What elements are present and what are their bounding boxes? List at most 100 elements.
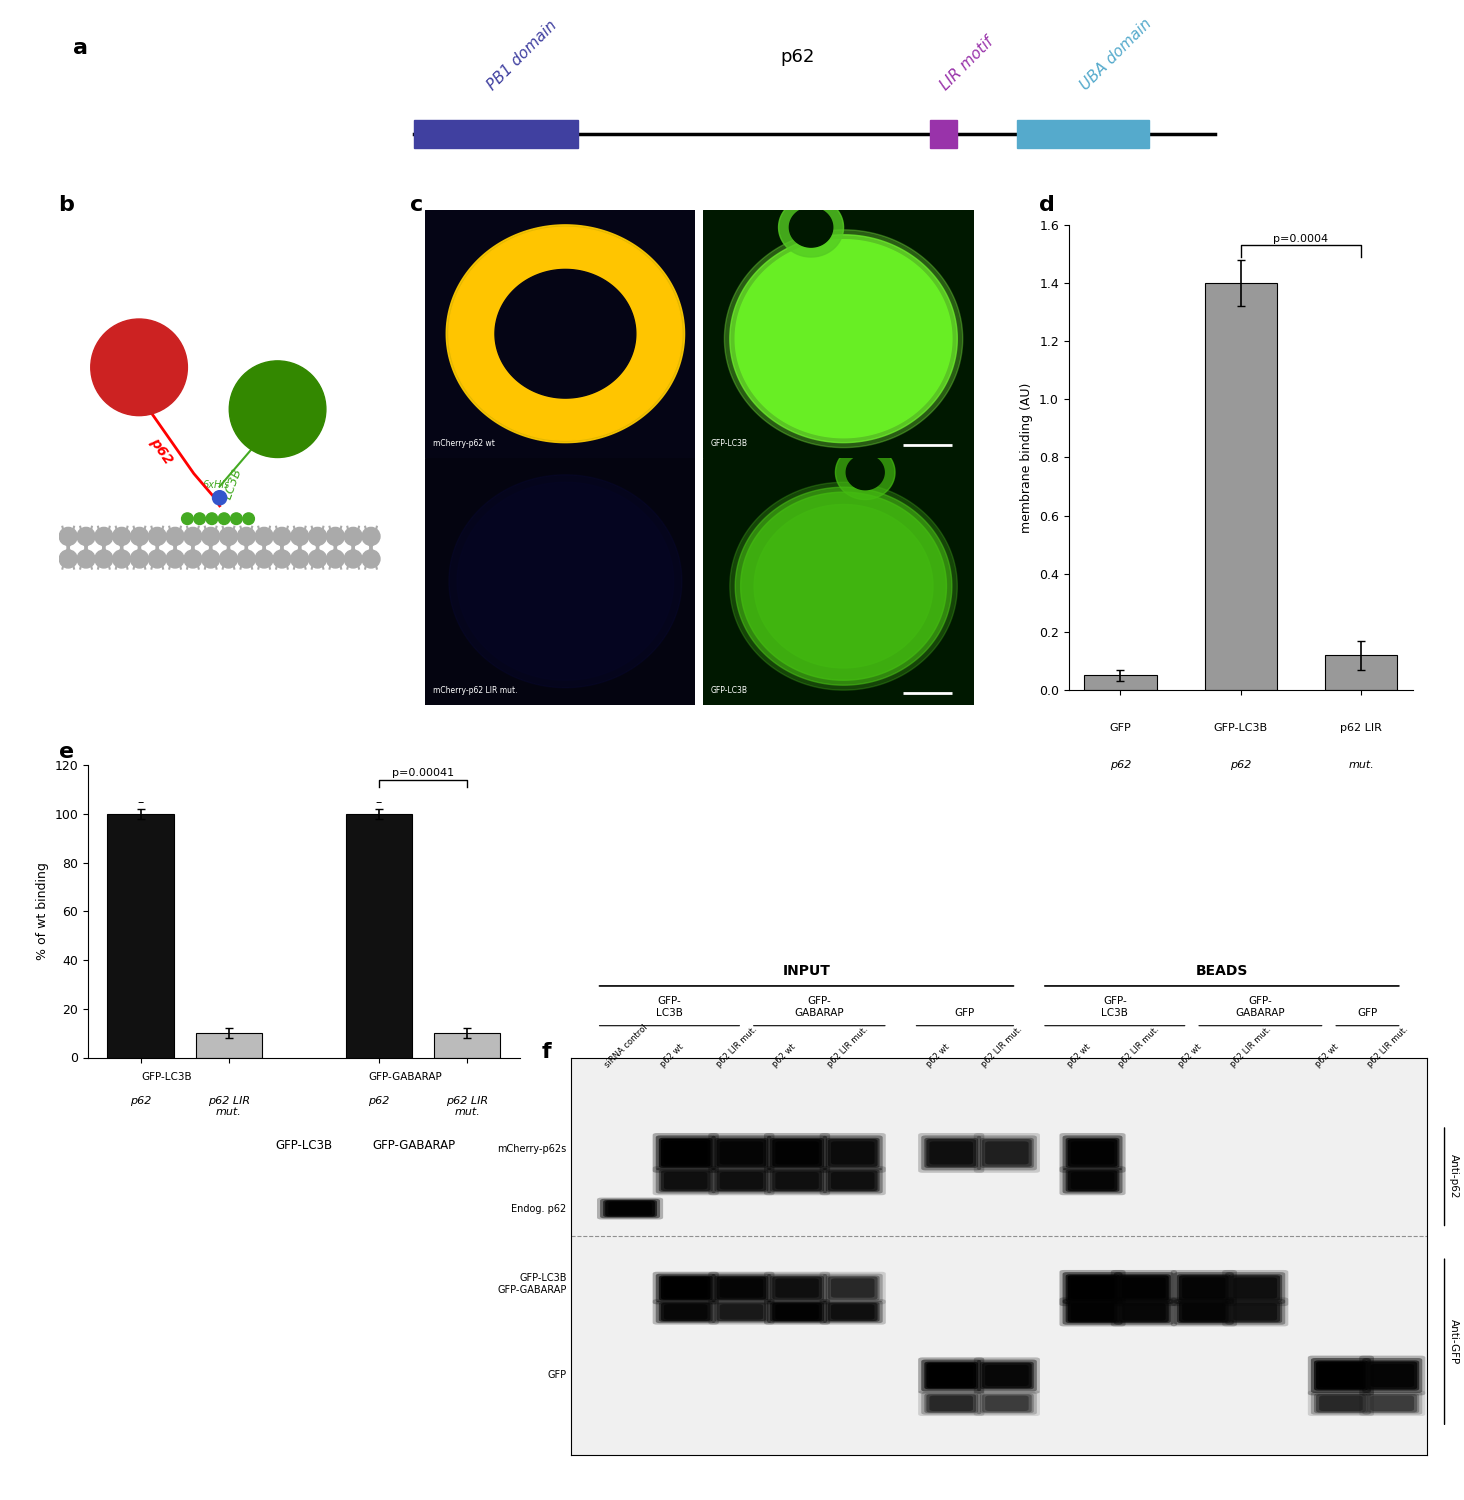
FancyBboxPatch shape — [1066, 1138, 1120, 1168]
FancyBboxPatch shape — [826, 1302, 880, 1322]
Text: p62 LIR mut.: p62 LIR mut. — [714, 1024, 758, 1069]
Circle shape — [255, 528, 274, 546]
Circle shape — [344, 528, 362, 546]
Text: p62 LIR: p62 LIR — [1340, 723, 1382, 732]
Text: mCherry-p62 LIR mut.: mCherry-p62 LIR mut. — [433, 686, 517, 694]
FancyBboxPatch shape — [1117, 1300, 1171, 1323]
FancyBboxPatch shape — [656, 1300, 716, 1323]
Circle shape — [193, 513, 205, 525]
Text: p62 wt: p62 wt — [770, 1042, 796, 1070]
Circle shape — [220, 550, 237, 568]
FancyBboxPatch shape — [1363, 1358, 1422, 1394]
FancyBboxPatch shape — [764, 1272, 830, 1305]
Circle shape — [130, 550, 148, 568]
FancyBboxPatch shape — [660, 1170, 710, 1191]
FancyBboxPatch shape — [974, 1358, 1039, 1394]
FancyBboxPatch shape — [709, 1166, 774, 1196]
FancyBboxPatch shape — [1111, 1270, 1177, 1306]
Bar — [1325, 656, 1397, 690]
FancyBboxPatch shape — [976, 1359, 1037, 1392]
FancyBboxPatch shape — [921, 1392, 981, 1414]
Text: p62 wt: p62 wt — [1315, 1042, 1341, 1070]
Circle shape — [130, 528, 148, 546]
Text: p62: p62 — [1110, 759, 1132, 770]
Text: b: b — [59, 195, 75, 214]
FancyBboxPatch shape — [979, 1362, 1034, 1389]
Text: GFP-GABARAP: GFP-GABARAP — [369, 1072, 442, 1082]
Text: p62 wt: p62 wt — [924, 1042, 952, 1070]
Polygon shape — [763, 264, 925, 413]
FancyBboxPatch shape — [979, 1394, 1034, 1413]
FancyBboxPatch shape — [927, 1138, 976, 1167]
Circle shape — [230, 513, 242, 525]
Text: p=0.0004: p=0.0004 — [1274, 234, 1328, 244]
Text: INPUT: INPUT — [783, 964, 830, 978]
Circle shape — [237, 528, 255, 546]
FancyBboxPatch shape — [659, 1170, 713, 1192]
FancyBboxPatch shape — [1319, 1395, 1363, 1411]
FancyBboxPatch shape — [832, 1304, 874, 1320]
FancyBboxPatch shape — [1060, 1132, 1126, 1173]
FancyBboxPatch shape — [1067, 1138, 1117, 1167]
FancyBboxPatch shape — [982, 1364, 1032, 1388]
FancyBboxPatch shape — [832, 1278, 874, 1298]
FancyBboxPatch shape — [1228, 1300, 1282, 1323]
Circle shape — [362, 528, 381, 546]
Polygon shape — [754, 504, 933, 668]
FancyBboxPatch shape — [1310, 1358, 1370, 1394]
FancyBboxPatch shape — [1222, 1270, 1288, 1306]
Text: PB1 domain: PB1 domain — [485, 18, 561, 93]
Polygon shape — [735, 488, 952, 686]
FancyBboxPatch shape — [1222, 1298, 1288, 1326]
Circle shape — [184, 550, 202, 568]
FancyBboxPatch shape — [1230, 1302, 1280, 1322]
FancyBboxPatch shape — [776, 1304, 818, 1320]
FancyBboxPatch shape — [918, 1358, 984, 1394]
Circle shape — [212, 490, 227, 506]
Circle shape — [237, 550, 255, 568]
Circle shape — [326, 550, 344, 568]
FancyBboxPatch shape — [974, 1390, 1039, 1416]
Bar — [196, 1034, 262, 1058]
FancyBboxPatch shape — [1070, 1172, 1114, 1190]
FancyBboxPatch shape — [767, 1136, 827, 1170]
FancyBboxPatch shape — [720, 1278, 763, 1298]
Text: GFP-LC3B
GFP-GABARAP: GFP-LC3B GFP-GABARAP — [498, 1274, 567, 1294]
FancyBboxPatch shape — [609, 1202, 651, 1215]
FancyBboxPatch shape — [716, 1138, 766, 1167]
Text: p62 wt: p62 wt — [1066, 1042, 1092, 1070]
Circle shape — [184, 528, 202, 546]
FancyBboxPatch shape — [659, 1138, 713, 1168]
Text: GFP-
LC3B: GFP- LC3B — [656, 996, 682, 1017]
FancyBboxPatch shape — [976, 1392, 1037, 1414]
FancyBboxPatch shape — [770, 1275, 824, 1300]
FancyBboxPatch shape — [1366, 1360, 1419, 1390]
FancyBboxPatch shape — [927, 1394, 976, 1413]
FancyBboxPatch shape — [823, 1300, 883, 1323]
FancyBboxPatch shape — [927, 1364, 976, 1388]
FancyBboxPatch shape — [1067, 1170, 1117, 1191]
FancyBboxPatch shape — [985, 1365, 1029, 1386]
FancyBboxPatch shape — [1066, 1275, 1120, 1302]
Text: p62: p62 — [1230, 759, 1252, 770]
Text: LC3B: LC3B — [221, 466, 244, 501]
FancyBboxPatch shape — [600, 1198, 660, 1218]
FancyBboxPatch shape — [1067, 1302, 1117, 1322]
FancyBboxPatch shape — [829, 1138, 877, 1167]
FancyBboxPatch shape — [823, 1168, 883, 1194]
FancyBboxPatch shape — [1319, 1364, 1363, 1388]
FancyBboxPatch shape — [1063, 1299, 1123, 1324]
FancyBboxPatch shape — [764, 1132, 830, 1173]
FancyBboxPatch shape — [1316, 1362, 1366, 1389]
Text: mCherry-p62s: mCherry-p62s — [498, 1144, 567, 1154]
Text: GFP-LC3B: GFP-LC3B — [712, 438, 748, 447]
Bar — [346, 813, 411, 1058]
FancyBboxPatch shape — [712, 1136, 772, 1170]
Text: GFP: GFP — [262, 402, 293, 416]
FancyBboxPatch shape — [982, 1138, 1032, 1167]
Circle shape — [59, 528, 78, 546]
Circle shape — [95, 550, 113, 568]
Bar — [433, 1034, 501, 1058]
Text: GFP-LC3B: GFP-LC3B — [275, 1140, 332, 1152]
FancyBboxPatch shape — [764, 1299, 830, 1324]
